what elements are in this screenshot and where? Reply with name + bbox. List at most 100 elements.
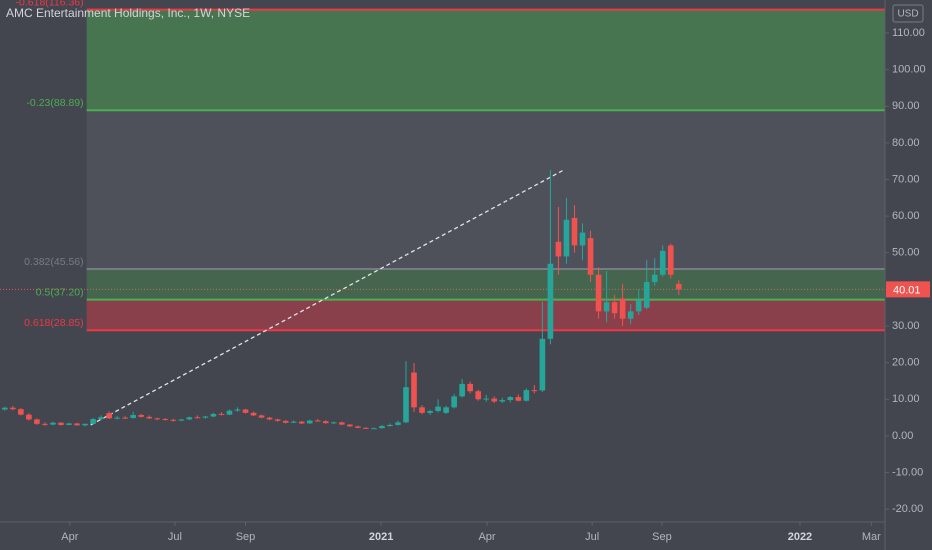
y-tick-label: 0.00 xyxy=(892,430,913,442)
fib-zone xyxy=(86,299,885,331)
candle-body xyxy=(26,414,32,420)
candle-body xyxy=(443,407,449,413)
candle-body xyxy=(651,274,658,283)
candle-body xyxy=(202,416,209,418)
candle-body xyxy=(98,417,104,420)
candle-body xyxy=(515,397,522,401)
candle-body xyxy=(290,421,297,423)
last-price-label: 40.01 xyxy=(893,284,921,296)
candle-body xyxy=(50,422,56,425)
candle-body xyxy=(403,387,409,423)
y-tick-label: 110.00 xyxy=(892,27,925,39)
candle-body xyxy=(306,420,313,424)
fib-level-label: 0.618(28.85) xyxy=(24,317,84,329)
candle-body xyxy=(266,417,273,420)
fib-level-label: 0.382(45.56) xyxy=(24,256,84,268)
candle-body xyxy=(2,407,8,410)
candle-body xyxy=(138,415,145,417)
x-tick-label: Jul xyxy=(168,531,182,543)
candle-body xyxy=(34,419,40,424)
fib-level-label: 0.5(37.20) xyxy=(36,286,84,298)
x-tick-label: Sep xyxy=(652,531,672,543)
fib-zone xyxy=(86,269,885,300)
candle-body xyxy=(122,417,128,419)
y-tick-label: 50.00 xyxy=(892,247,920,259)
y-tick-label: 80.00 xyxy=(892,137,920,149)
candle-body xyxy=(571,217,578,246)
candle-body xyxy=(635,300,642,312)
last-price-box xyxy=(886,281,930,298)
candle-body xyxy=(114,417,120,419)
candle-body xyxy=(419,407,425,413)
candle-body xyxy=(595,274,602,312)
candle-body xyxy=(435,406,441,412)
candle-body xyxy=(242,409,249,413)
candle-body xyxy=(611,302,618,314)
candle-body xyxy=(210,413,217,417)
chart-title: AMC Entertainment Holdings, Inc., 1W, NY… xyxy=(6,6,250,20)
candle-body xyxy=(347,424,353,427)
x-tick-label: Mar xyxy=(862,531,881,543)
candle-body xyxy=(547,263,554,339)
candle-body xyxy=(314,420,321,422)
candle-body xyxy=(427,411,433,413)
fib-zone xyxy=(86,110,885,270)
candle-body xyxy=(539,338,546,391)
candle-body xyxy=(587,238,594,275)
x-tick-label: Sep xyxy=(236,531,256,543)
y-tick-label: 20.00 xyxy=(892,357,920,369)
candle-body xyxy=(18,409,24,415)
candle-body xyxy=(186,417,193,420)
candle-body xyxy=(411,372,417,408)
candle-body xyxy=(322,421,329,424)
y-tick-label: 100.00 xyxy=(892,64,926,76)
candle-body xyxy=(475,391,482,400)
x-tick-label: Apr xyxy=(478,531,495,543)
candle-body xyxy=(507,397,514,401)
candle-body xyxy=(82,423,88,426)
candle-body xyxy=(330,422,337,424)
candle-body xyxy=(619,298,626,319)
candle-body xyxy=(282,420,289,423)
candle-body xyxy=(579,232,586,246)
y-tick-label: 70.00 xyxy=(892,173,920,185)
candle-body xyxy=(379,426,385,429)
candle-body xyxy=(355,426,361,428)
fib-zone xyxy=(86,9,885,111)
candle-body xyxy=(659,250,666,275)
candle-body xyxy=(258,415,265,418)
candle-body xyxy=(170,419,177,421)
candle-body xyxy=(130,415,136,418)
candle-body xyxy=(451,396,457,408)
x-tick-label: Apr xyxy=(61,531,78,543)
candle-body xyxy=(523,390,530,401)
y-tick-label: -10.00 xyxy=(892,466,923,478)
trend-line xyxy=(90,170,563,426)
y-tick-label: -20.00 xyxy=(892,503,923,515)
x-tick-label: 2021 xyxy=(369,531,393,543)
x-tick-label: Jul xyxy=(585,531,599,543)
candle-body xyxy=(499,400,506,402)
candle-body xyxy=(146,416,153,419)
candle-body xyxy=(58,422,64,425)
candle-body xyxy=(563,219,570,257)
candle-body xyxy=(66,423,72,425)
candle-body xyxy=(274,419,281,421)
candle-body xyxy=(627,311,634,319)
candle-body xyxy=(371,428,377,430)
fib-level-label: -0.618(116.36) xyxy=(16,0,84,8)
y-tick-label: 90.00 xyxy=(892,100,920,112)
candle-body xyxy=(675,283,682,290)
candle-body xyxy=(603,302,610,312)
candle-body xyxy=(467,383,473,392)
candle-body xyxy=(298,421,305,424)
candle-body xyxy=(531,390,538,392)
candle-body xyxy=(338,422,345,425)
axes: -20.00-10.000.0010.0020.0030.0040.0050.0… xyxy=(61,27,930,543)
x-tick-label: 2022 xyxy=(788,531,812,543)
y-tick-label: 60.00 xyxy=(892,210,920,222)
candle-body xyxy=(90,419,96,424)
candle-body xyxy=(194,417,201,419)
